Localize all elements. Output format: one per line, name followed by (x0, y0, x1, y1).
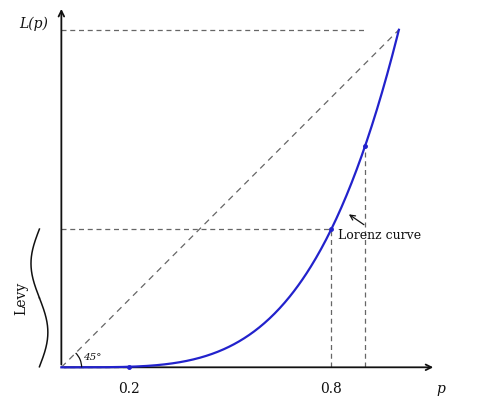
Text: L(p): L(p) (19, 16, 48, 30)
Text: 45°: 45° (83, 353, 102, 362)
Text: p: p (436, 383, 445, 397)
Text: 0.2: 0.2 (118, 383, 140, 397)
Text: Levy: Levy (14, 281, 28, 314)
Text: Lorenz curve: Lorenz curve (338, 215, 421, 242)
Text: 0.8: 0.8 (321, 383, 342, 397)
